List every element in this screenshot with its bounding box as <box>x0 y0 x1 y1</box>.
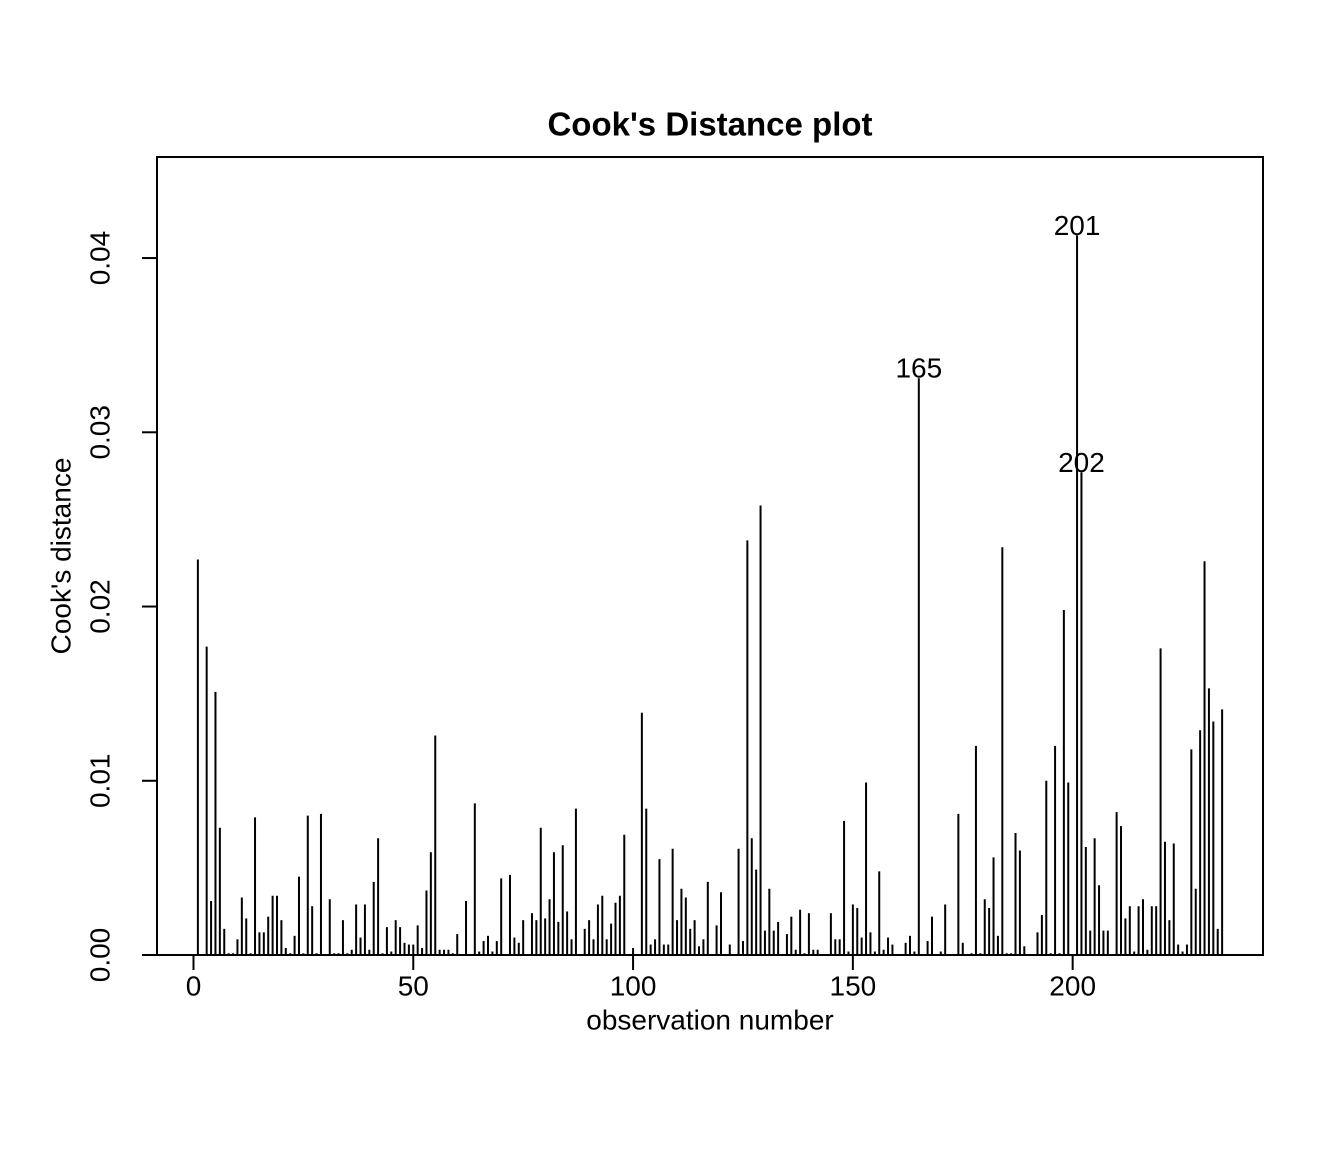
y-tick-label: 0.00 <box>84 928 115 983</box>
point-label: 202 <box>1058 447 1105 478</box>
x-tick-label: 0 <box>186 970 202 1001</box>
x-tick-label: 50 <box>398 970 429 1001</box>
point-label: 165 <box>895 353 942 384</box>
y-tick-label: 0.02 <box>84 579 115 634</box>
x-axis-label: observation number <box>586 1004 833 1035</box>
x-tick-label: 100 <box>610 970 657 1001</box>
y-axis-label: Cook's distance <box>45 458 76 655</box>
point-label: 201 <box>1054 210 1101 241</box>
y-tick-label: 0.01 <box>84 754 115 809</box>
y-tick-label: 0.04 <box>84 231 115 286</box>
x-tick-label: 200 <box>1049 970 1096 1001</box>
x-tick-label: 150 <box>830 970 877 1001</box>
plot-box <box>156 156 1264 956</box>
chart-title: Cook's Distance plot <box>547 106 872 143</box>
y-tick-label: 0.03 <box>84 405 115 460</box>
